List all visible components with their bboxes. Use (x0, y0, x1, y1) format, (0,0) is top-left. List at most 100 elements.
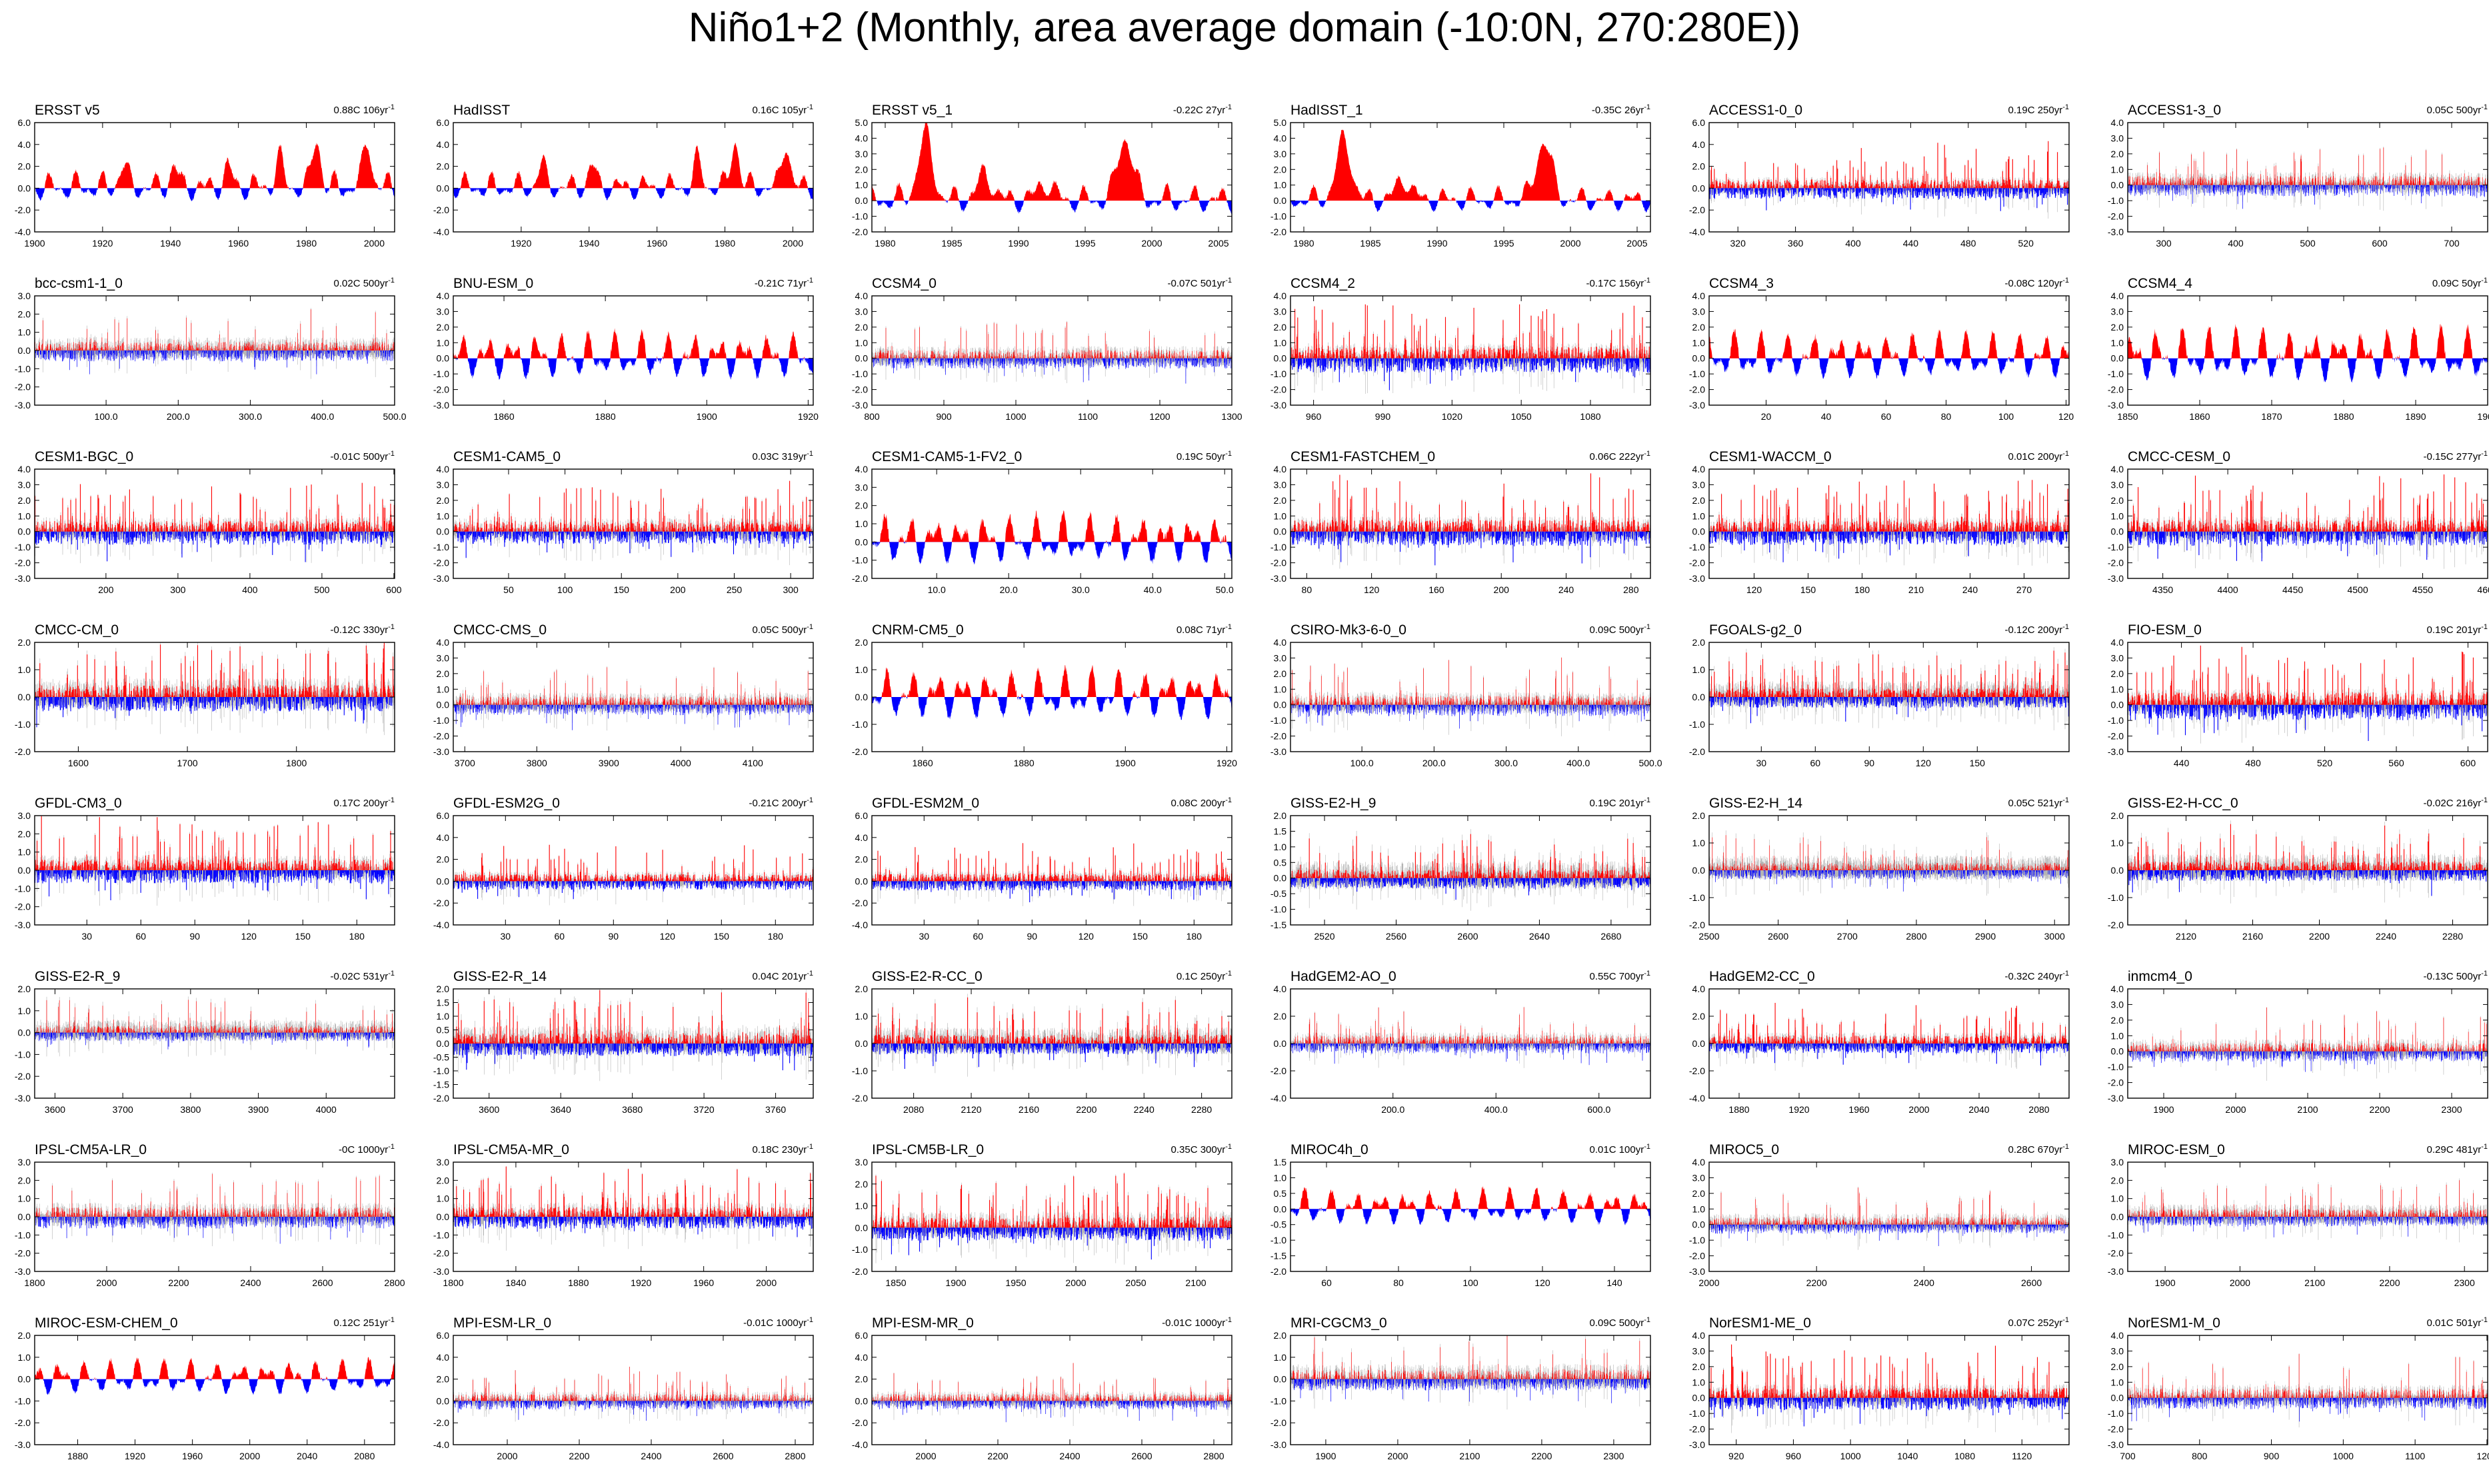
y-tick-label: 2.0 (437, 322, 450, 333)
panel-title: NorESM1-M_0 (2128, 1315, 2220, 1331)
y-tick-label: -2.0 (1270, 731, 1286, 742)
x-tick-label: 2040 (297, 1451, 317, 1461)
y-tick-label: -1.0 (1689, 719, 1705, 730)
plot-frame (453, 122, 814, 233)
variability-trace (453, 1367, 814, 1424)
y-tick-label: -1.0 (15, 1229, 31, 1240)
negative-anomaly-area (1709, 358, 2069, 379)
x-tick-label: 200.0 (1381, 1104, 1404, 1115)
chart-panel: NorESM1-ME_0 0.07C 252yr-1 4.0 3.0 2.0 1.0 0.0… (1689, 1315, 2070, 1461)
x-tick-label: 2160 (2242, 931, 2263, 942)
y-tick-label: -0.5 (433, 1052, 449, 1063)
y-tick-label: 0.0 (437, 526, 450, 537)
x-tick-label: 1900 (2155, 1277, 2176, 1288)
y-tick-label: 2.0 (855, 1374, 869, 1385)
x-tick-label: 1920 (631, 1277, 651, 1288)
y-tick-label: -2.0 (1689, 746, 1705, 757)
positive-anomaly-bars (453, 1166, 814, 1217)
y-tick-label: -4.0 (1270, 1093, 1286, 1104)
y-tick-label: 3.0 (855, 306, 869, 317)
x-tick-label: 1800 (286, 758, 307, 768)
x-tick-label: 2000 (2225, 1104, 2246, 1115)
y-tick-label: 2.0 (2111, 810, 2124, 821)
negative-anomaly-area (35, 1379, 395, 1395)
y-tick-label: 0.0 (1692, 1219, 1706, 1230)
y-tick-label: -4.0 (1689, 1093, 1705, 1104)
panel-title: MIROC5_0 (1709, 1142, 1779, 1157)
x-tick-label: 100 (557, 584, 573, 595)
y-tick-label: -2.0 (2108, 384, 2124, 395)
panel-title: HadGEM2-CC_0 (1709, 969, 1815, 984)
y-tick-label: 2.0 (18, 1175, 31, 1185)
x-tick-label: 3680 (622, 1104, 643, 1115)
x-tick-label: 2280 (1191, 1104, 1212, 1115)
y-tick-label: 3.0 (2111, 1345, 2124, 1356)
y-tick-label: 0.0 (1274, 1374, 1287, 1385)
y-tick-label: 2.0 (855, 1179, 869, 1189)
y-tick-label: 0.0 (1692, 183, 1706, 193)
x-tick-label: 80 (1393, 1277, 1404, 1288)
y-tick-label: 2.0 (437, 161, 450, 172)
x-tick-label: 520 (2018, 238, 2034, 249)
x-tick-label: 2200 (168, 1277, 189, 1288)
positive-anomaly-bars (1291, 473, 1651, 532)
negative-anomaly-area (35, 188, 395, 201)
x-tick-label: 600.0 (1587, 1104, 1610, 1115)
y-tick-label: 4.0 (1692, 139, 1706, 150)
x-tick-label: 1040 (1897, 1451, 1918, 1461)
positive-anomaly-area (2128, 323, 2488, 359)
y-tick-label: -1.0 (2108, 369, 2124, 379)
negative-anomaly-bars (1290, 1044, 1650, 1066)
variability-trace (34, 642, 395, 736)
y-tick-label: -3.0 (2108, 573, 2124, 584)
y-tick-label: 0.0 (855, 692, 869, 702)
y-tick-label: 6.0 (437, 810, 450, 821)
y-tick-label: 4.0 (2111, 464, 2124, 474)
y-tick-label: 0.0 (2111, 1211, 2124, 1222)
plot-frame (34, 468, 395, 579)
y-tick-label: 1.0 (18, 1193, 31, 1204)
y-tick-label: 0.0 (437, 700, 450, 710)
x-tick-label: 2000 (1560, 238, 1580, 249)
x-tick-label: 1860 (2189, 411, 2210, 422)
x-tick-label: 3640 (551, 1104, 571, 1115)
x-tick-label: 1000 (1005, 411, 1026, 422)
x-tick-label: 270 (2016, 584, 2032, 595)
y-tick-label: 1.0 (855, 337, 869, 348)
page-title: Niño1+2 (Monthly, area average domain (-… (688, 5, 1801, 51)
y-tick-label: 2.0 (437, 984, 450, 994)
x-tick-label: 2400 (641, 1451, 661, 1461)
x-tick-label: 2000 (915, 1451, 936, 1461)
y-tick-label: 2.0 (1692, 810, 1706, 821)
y-tick-label: -2.0 (433, 898, 449, 908)
x-tick-label: 2100 (1459, 1451, 1480, 1461)
y-tick-label: 2.0 (1692, 1361, 1706, 1372)
x-tick-label: 1880 (2333, 411, 2354, 422)
y-tick-label: 3.0 (18, 810, 31, 821)
y-tick-label: 0.0 (2111, 526, 2124, 537)
positive-anomaly-area (453, 328, 813, 359)
y-tick-label: 0.0 (1692, 353, 1706, 364)
panel-title: CCSM4_3 (1709, 276, 1774, 291)
x-tick-label: 1890 (2405, 411, 2426, 422)
y-tick-label: 3.0 (855, 149, 869, 159)
panel-stat: 0.09C 50yr-1 (2432, 277, 2488, 289)
panel-title: GISS-E2-R_14 (453, 969, 547, 984)
y-tick-label: 3.0 (2111, 479, 2124, 490)
panel-stat: 0.19C 50yr-1 (1177, 450, 1232, 462)
x-tick-label: 3900 (248, 1104, 269, 1115)
negative-anomaly-area (872, 542, 1232, 565)
y-tick-label: -2.0 (433, 205, 449, 215)
chart-panel: CSIRO-Mk3-6-0_0 0.09C 500yr-1 4.0 3.0 2.0 1.0… (1270, 622, 1662, 768)
x-tick-label: 4450 (2282, 584, 2303, 595)
positive-anomaly-area (872, 123, 1232, 201)
x-tick-label: 1960 (693, 1277, 714, 1288)
y-tick-label: 2.0 (2111, 495, 2124, 506)
x-tick-label: 2800 (785, 1451, 805, 1461)
chart-panel: MPI-ESM-LR_0 -0.01C 1000yr-1 6.0 4.0 2.0 0.0 -… (433, 1315, 814, 1461)
variability-trace (2127, 1007, 2488, 1081)
x-tick-label: 1985 (941, 238, 962, 249)
panel-title: CESM1-BGC_0 (35, 449, 133, 464)
plot-frame (871, 122, 1233, 233)
y-tick-label: 0.0 (437, 876, 450, 886)
